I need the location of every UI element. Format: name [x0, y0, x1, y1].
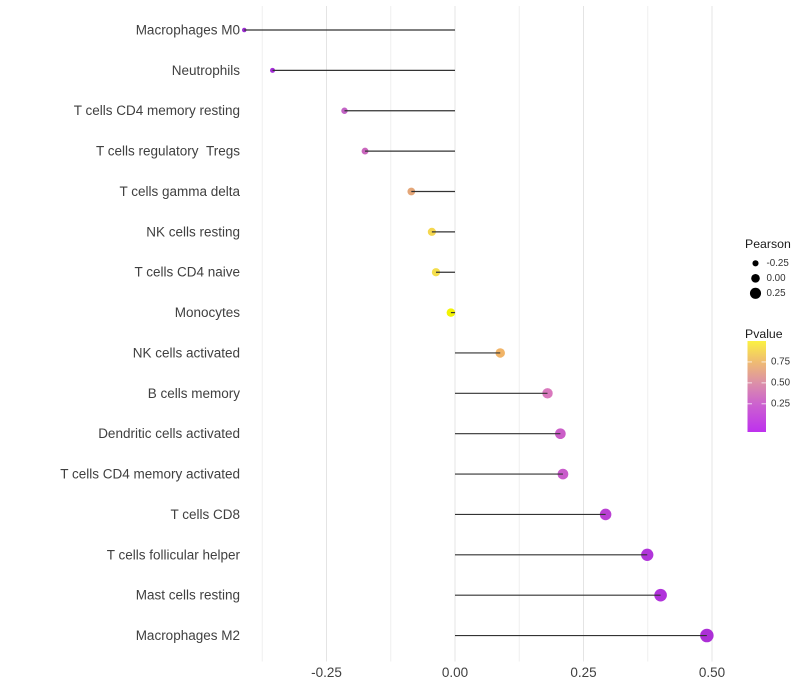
y-axis-label: Macrophages M2 — [136, 628, 240, 643]
x-axis-label: -0.25 — [311, 665, 342, 680]
y-axis-label: Monocytes — [175, 305, 241, 320]
pvalue-legend-label: 0.50 — [771, 377, 791, 388]
pearson-legend-dot — [752, 260, 759, 267]
y-axis-label: Mast cells resting — [136, 588, 240, 603]
pvalue-legend-label: 0.75 — [771, 356, 791, 367]
y-axis-label: T cells CD8 — [170, 507, 240, 522]
x-axis-label: 0.50 — [699, 665, 725, 680]
y-axis-label: T cells gamma delta — [119, 184, 240, 199]
y-axis-label: T cells CD4 memory resting — [74, 103, 240, 118]
y-axis-label: NK cells resting — [146, 224, 240, 239]
y-axis-label: T cells CD4 naive — [134, 265, 240, 280]
y-axis-label: T cells regulatory Tregs — [96, 144, 240, 159]
y-axis-label: NK cells activated — [133, 345, 240, 360]
y-axis-label: T cells CD4 memory activated — [60, 467, 240, 482]
pearson-legend-dot — [751, 274, 760, 283]
lollipop-point — [641, 548, 654, 561]
lollipop-point — [557, 468, 569, 480]
x-axis-label: 0.25 — [570, 665, 596, 680]
pvalue-colorbar — [747, 341, 766, 432]
pvalue-legend-label: 0.25 — [771, 398, 791, 409]
y-axis-label: Dendritic cells activated — [98, 426, 240, 441]
y-axis-label: Macrophages M0 — [136, 23, 240, 38]
pearson-legend-label: -0.25 — [767, 258, 790, 269]
y-axis-label: B cells memory — [148, 386, 241, 401]
y-axis-label: T cells follicular helper — [107, 547, 241, 562]
pvalue-legend-title: Pvalue — [745, 327, 783, 341]
pearson-legend-label: 0.25 — [767, 288, 787, 299]
pearson-legend-label: 0.00 — [767, 273, 787, 284]
y-axis-label: Neutrophils — [172, 63, 241, 78]
pearson-legend-title: Pearson — [745, 237, 791, 251]
x-axis-label: 0.00 — [442, 665, 468, 680]
pearson-legend-dot — [749, 287, 762, 299]
